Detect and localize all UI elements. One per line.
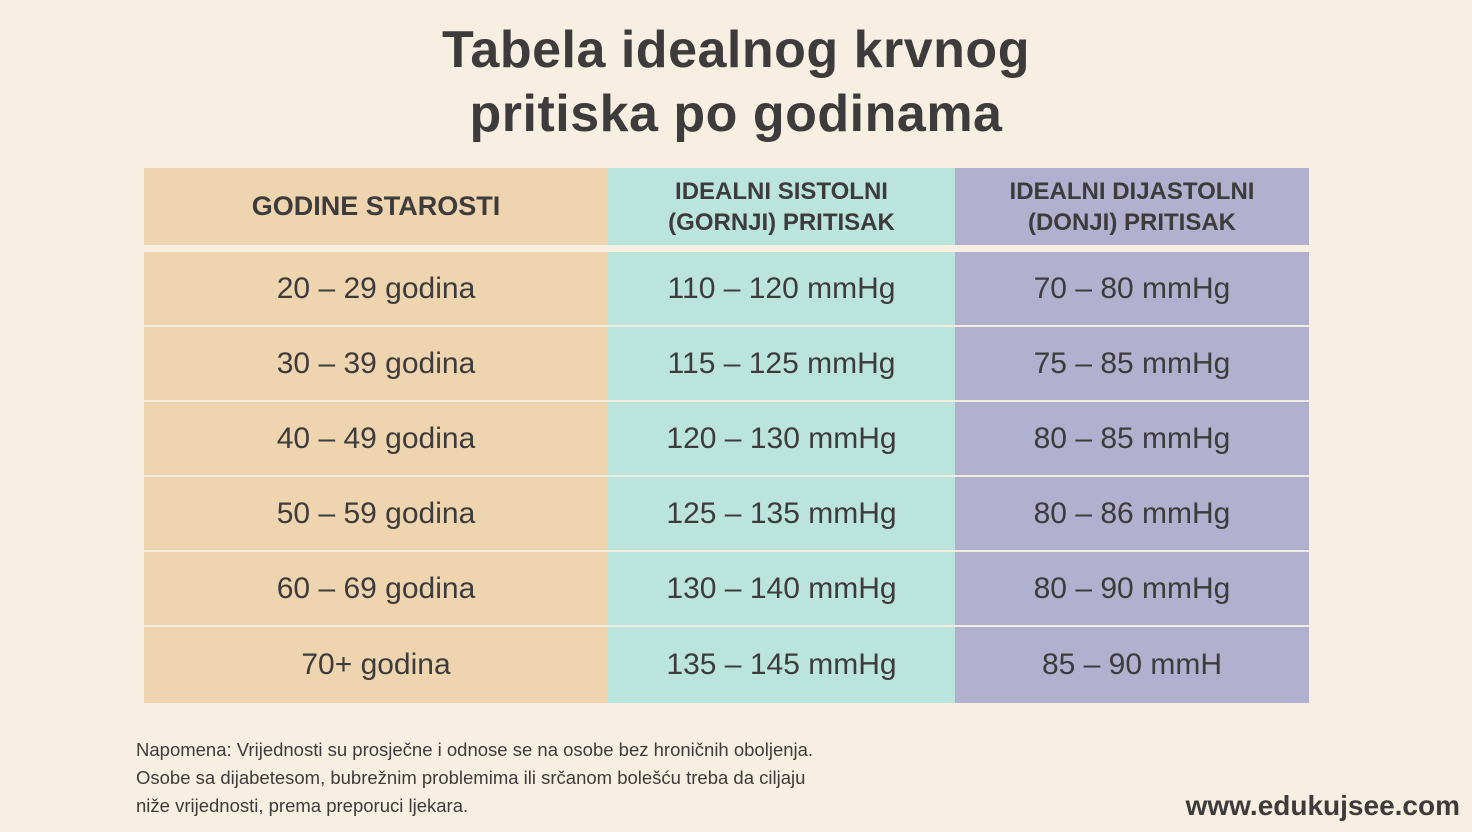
cell-systolic: 130 – 140 mmHg xyxy=(608,552,955,625)
header-systolic-line1: IDEALNI SISTOLNI xyxy=(675,177,888,205)
cell-diastolic: 80 – 86 mmHg xyxy=(955,477,1309,550)
cell-age: 60 – 69 godina xyxy=(144,552,608,625)
cell-diastolic: 80 – 90 mmHg xyxy=(955,552,1309,625)
cell-diastolic: 85 – 90 mmH xyxy=(955,627,1309,703)
header-diastolic: IDEALNI DIJASTOLNI (DONJI) PRITISAK xyxy=(955,168,1309,245)
title-line-2: pritiska po godinama xyxy=(469,85,1003,143)
cell-age: 50 – 59 godina xyxy=(144,477,608,550)
cell-age: 40 – 49 godina xyxy=(144,402,608,475)
table-row: 40 – 49 godina 120 – 130 mmHg 80 – 85 mm… xyxy=(144,400,1309,475)
cell-diastolic: 75 – 85 mmHg xyxy=(955,327,1309,400)
cell-systolic: 135 – 145 mmHg xyxy=(608,627,955,703)
table-row: 50 – 59 godina 125 – 135 mmHg 80 – 86 mm… xyxy=(144,475,1309,550)
header-systolic: IDEALNI SISTOLNI (GORNJI) PRITISAK xyxy=(608,168,955,245)
table-row: 30 – 39 godina 115 – 125 mmHg 75 – 85 mm… xyxy=(144,325,1309,400)
cell-systolic: 110 – 120 mmHg xyxy=(608,252,955,325)
cell-age: 70+ godina xyxy=(144,627,608,703)
footnote-line-1: Napomena: Vrijednosti su prosječne i odn… xyxy=(136,739,814,760)
header-systolic-line2: (GORNJI) PRITISAK xyxy=(668,208,895,236)
cell-systolic: 120 – 130 mmHg xyxy=(608,402,955,475)
footnote-line-3: niže vrijednosti, prema preporuci ljekar… xyxy=(136,795,469,816)
page-title: Tabela idealnog krvnog pritiska po godin… xyxy=(0,18,1472,146)
header-diastolic-line1: IDEALNI DIJASTOLNI xyxy=(1009,177,1255,205)
cell-age: 20 – 29 godina xyxy=(144,252,608,325)
cell-systolic: 115 – 125 mmHg xyxy=(608,327,955,400)
cell-age: 30 – 39 godina xyxy=(144,327,608,400)
footnote: Napomena: Vrijednosti su prosječne i odn… xyxy=(136,736,936,820)
header-age: GODINE STAROSTI xyxy=(144,168,608,245)
header-diastolic-line2: (DONJI) PRITISAK xyxy=(1027,208,1236,236)
footnote-line-2: Osobe sa dijabetesom, bubrežnim problemi… xyxy=(136,767,806,788)
cell-diastolic: 80 – 85 mmHg xyxy=(955,402,1309,475)
table-body: 20 – 29 godina 110 – 120 mmHg 70 – 80 mm… xyxy=(144,252,1309,703)
table-row: 20 – 29 godina 110 – 120 mmHg 70 – 80 mm… xyxy=(144,252,1309,325)
table-row: 60 – 69 godina 130 – 140 mmHg 80 – 90 mm… xyxy=(144,550,1309,625)
table-row: 70+ godina 135 – 145 mmHg 85 – 90 mmH xyxy=(144,625,1309,703)
website-link[interactable]: www.edukujsee.com xyxy=(1185,790,1460,821)
cell-systolic: 125 – 135 mmHg xyxy=(608,477,955,550)
table-header-row: GODINE STAROSTI IDEALNI SISTOLNI (GORNJI… xyxy=(144,168,1309,245)
title-line-1: Tabela idealnog krvnog xyxy=(442,21,1030,79)
blood-pressure-table: GODINE STAROSTI IDEALNI SISTOLNI (GORNJI… xyxy=(144,168,1309,703)
cell-diastolic: 70 – 80 mmHg xyxy=(955,252,1309,325)
